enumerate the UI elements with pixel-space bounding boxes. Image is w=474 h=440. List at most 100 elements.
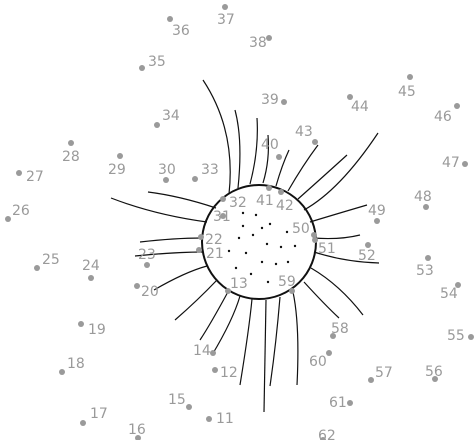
dot-number-label: 55 — [447, 328, 465, 344]
dot-number-label: 41 — [256, 193, 274, 209]
dot-number-label: 28 — [62, 149, 80, 165]
dot-59: 59 — [278, 274, 296, 294]
dot-18: 18 — [59, 356, 85, 375]
seed-dot — [249, 272, 253, 276]
dot-number-label: 24 — [82, 258, 100, 274]
dot-number-label: 30 — [158, 162, 176, 178]
dot-21: 21 — [196, 246, 224, 262]
sun-ray-23 — [139, 237, 203, 243]
dot-marker — [326, 350, 332, 356]
sun-ray-8 — [303, 132, 379, 211]
dot-48: 48 — [414, 189, 432, 210]
dot-53: 53 — [416, 255, 434, 279]
dot-50: 50 — [292, 221, 317, 238]
dot-44: 44 — [347, 94, 369, 115]
dot-number-label: 49 — [368, 203, 386, 219]
dot-marker — [374, 218, 380, 224]
dot-number-label: 36 — [172, 23, 190, 39]
dot-32: 32 — [220, 195, 247, 211]
dot-number-label: 39 — [261, 92, 279, 108]
dot-number-label: 26 — [12, 203, 30, 219]
dot-marker — [222, 4, 228, 10]
sun-ray-18 — [211, 295, 241, 356]
dot-marker — [312, 237, 318, 243]
dot-43: 43 — [295, 124, 318, 145]
dot-marker — [212, 367, 218, 373]
dot-36: 36 — [167, 16, 190, 39]
seed-dot — [293, 244, 297, 248]
sun-ray-9 — [309, 204, 368, 223]
dot-number-label: 53 — [416, 263, 434, 279]
dot-42: 42 — [276, 189, 294, 214]
dot-number-label: 38 — [249, 35, 267, 51]
dot-number-label: 57 — [375, 365, 393, 381]
dot-26: 26 — [5, 203, 30, 222]
dot-marker — [5, 216, 11, 222]
dot-34: 34 — [154, 108, 180, 128]
sun-ray-15 — [269, 296, 281, 387]
dot-29: 29 — [108, 153, 126, 178]
sun-ray-20 — [174, 279, 218, 321]
dot-11: 11 — [206, 411, 234, 427]
dot-30: 30 — [158, 162, 176, 183]
dot-marker — [455, 282, 461, 288]
dot-47: 47 — [442, 155, 468, 171]
dot-marker — [68, 140, 74, 146]
dot-marker — [167, 16, 173, 22]
dot-number-label: 20 — [141, 284, 159, 300]
dot-marker — [225, 288, 231, 294]
dot-marker — [462, 161, 468, 167]
dot-number-label: 60 — [309, 354, 327, 370]
dot-23: 23 — [138, 247, 156, 268]
seed-dot — [286, 260, 290, 264]
dot-60: 60 — [309, 350, 332, 370]
dot-marker — [347, 400, 353, 406]
dot-number-label: 37 — [217, 12, 235, 28]
seed-dot — [268, 222, 272, 226]
dot-marker — [468, 334, 474, 340]
center-seeds — [227, 211, 297, 284]
sun-ray-14 — [292, 291, 299, 386]
dot-52: 52 — [358, 242, 376, 264]
dot-16: 16 — [128, 422, 146, 440]
dot-marker — [34, 265, 40, 271]
dot-marker — [139, 65, 145, 71]
seed-dot — [241, 224, 245, 228]
dot-number-label: 22 — [205, 232, 223, 248]
dot-35: 35 — [139, 54, 166, 71]
seed-dot — [266, 280, 270, 284]
sun-ray-11 — [313, 251, 380, 264]
sun-ray-25 — [147, 191, 217, 209]
sun-ray-4 — [262, 134, 270, 184]
dot-marker — [425, 255, 431, 261]
dot-marker — [134, 283, 140, 289]
sun-ray-24 — [110, 197, 208, 223]
dot-55: 55 — [447, 328, 474, 344]
dot-54: 54 — [440, 282, 461, 302]
dot-28: 28 — [62, 140, 80, 165]
dot-number-label: 17 — [90, 406, 108, 422]
dot-marker — [423, 204, 429, 210]
dot-marker — [59, 369, 65, 375]
dot-number-label: 44 — [351, 99, 369, 115]
dot-marker — [80, 420, 86, 426]
dot-marker — [407, 74, 413, 80]
sun-ray-3 — [249, 117, 258, 185]
dot-number-label: 16 — [128, 422, 146, 438]
dot-marker — [220, 196, 226, 202]
dot-25: 25 — [34, 252, 60, 271]
dot-marker — [454, 103, 460, 109]
dot-number-label: 23 — [138, 247, 156, 263]
dot-number-label: 54 — [440, 286, 458, 302]
dot-number-label: 15 — [168, 392, 186, 408]
dot-27: 27 — [16, 169, 44, 185]
dot-number-label: 25 — [42, 252, 60, 268]
dot-49: 49 — [368, 203, 386, 224]
seed-dot — [244, 251, 248, 255]
sun-ray-21 — [153, 265, 208, 291]
dot-marker — [320, 437, 326, 440]
dot-number-label: 43 — [295, 124, 313, 140]
sun-ray-13 — [303, 281, 340, 319]
